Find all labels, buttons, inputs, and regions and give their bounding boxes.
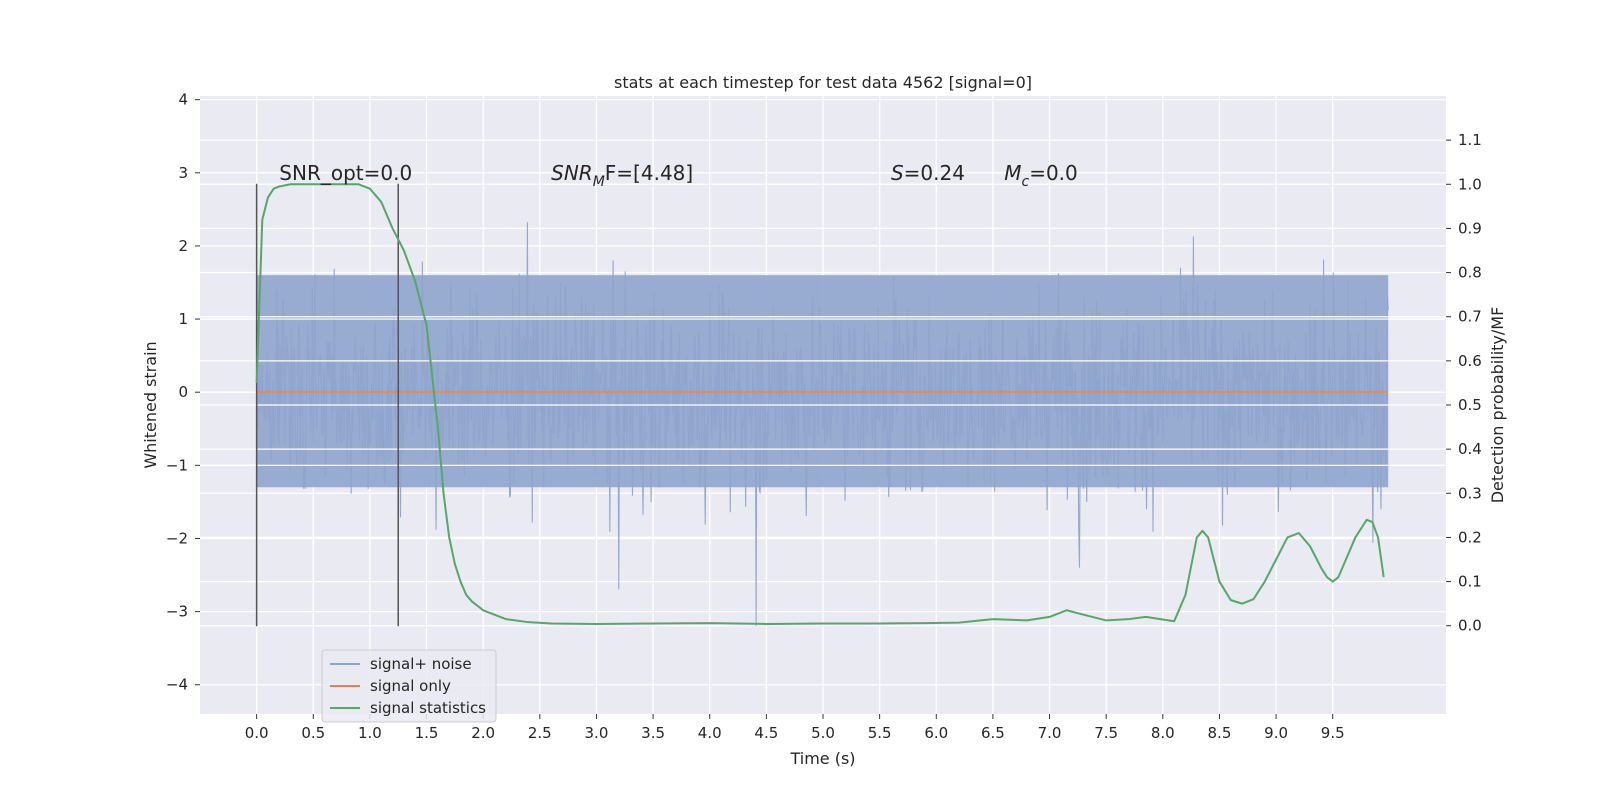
y-right-tick-label: 0.5	[1458, 396, 1482, 414]
y-right-tick-label: 0.2	[1458, 528, 1482, 546]
y-right-tick-label: 1.0	[1458, 175, 1482, 193]
legend: signal+ noise signal only signal statistic…	[322, 650, 496, 722]
y-tick-label: 3	[178, 164, 188, 182]
legend-label: signal statistics	[370, 699, 486, 717]
y-right-tick-label: 0.7	[1458, 308, 1482, 326]
x-tick-label: 2.5	[528, 724, 552, 742]
x-tick-label: 3.5	[641, 724, 665, 742]
x-tick-label: 8.5	[1208, 724, 1232, 742]
y-right-tick-label: 1.1	[1458, 131, 1482, 149]
y-tick-label: 1	[178, 310, 188, 328]
annotation-main: M	[1004, 161, 1021, 185]
annotation-tail: =0.0	[1029, 161, 1078, 185]
x-tick-label: 0.0	[245, 724, 269, 742]
y-right-tick-label: 0.8	[1458, 264, 1482, 282]
annotation-text: S=0.24	[891, 161, 965, 185]
x-axis-label: Time (s)	[789, 749, 855, 768]
x-tick-label: 5.5	[868, 724, 892, 742]
annotation-main: S	[891, 161, 904, 185]
x-tick-label: 7.0	[1038, 724, 1062, 742]
x-tick-label: 1.0	[358, 724, 382, 742]
y-tick-label: −1	[166, 456, 188, 474]
x-tick-label: 9.5	[1321, 724, 1345, 742]
annotation-text: SNR_opt=0.0	[279, 161, 412, 185]
annotation-tail: F=[4.48]	[605, 161, 693, 185]
x-tick-label: 3.0	[585, 724, 609, 742]
annotation-sub: M	[593, 174, 605, 190]
y-right-tick-label: 0.0	[1458, 617, 1482, 635]
y-tick-label: −2	[166, 529, 188, 547]
x-tick-label: 6.0	[924, 724, 948, 742]
y-tick-label: 4	[178, 91, 188, 109]
y-axis-label-right: Detection probability/MF	[1488, 307, 1507, 504]
y-tick-label: 2	[178, 237, 188, 255]
y-axis-label: Whitened strain	[141, 341, 160, 468]
legend-label: signal only	[370, 677, 451, 695]
y-right-tick-label: 0.3	[1458, 484, 1482, 502]
y-tick-label: −4	[166, 676, 188, 694]
annotation-main: SNR_opt=0.0	[279, 161, 412, 185]
chart-title: stats at each timestep for test data 456…	[614, 73, 1032, 92]
y-tick-label: −3	[166, 603, 188, 621]
y-right-tick-label: 0.1	[1458, 573, 1482, 591]
x-tick-label: 1.5	[415, 724, 439, 742]
annotation-main: SNR	[551, 161, 593, 185]
x-tick-label: 5.0	[811, 724, 835, 742]
y-right-tick-label: 0.6	[1458, 352, 1482, 370]
x-tick-label: 7.5	[1094, 724, 1118, 742]
y-right-tick-label: 0.9	[1458, 219, 1482, 237]
x-tick-label: 2.0	[471, 724, 495, 742]
x-tick-label: 8.0	[1151, 724, 1175, 742]
annotation-tail: =0.24	[904, 161, 965, 185]
y-tick-label: 0	[178, 383, 188, 401]
x-tick-label: 9.0	[1264, 724, 1288, 742]
x-tick-label: 6.5	[981, 724, 1005, 742]
series-signal-noise-band	[257, 275, 1389, 487]
x-tick-label: 4.5	[754, 724, 778, 742]
legend-label: signal+ noise	[370, 655, 472, 673]
x-tick-label: 0.5	[301, 724, 325, 742]
y-right-tick-label: 0.4	[1458, 440, 1482, 458]
x-tick-label: 4.0	[698, 724, 722, 742]
